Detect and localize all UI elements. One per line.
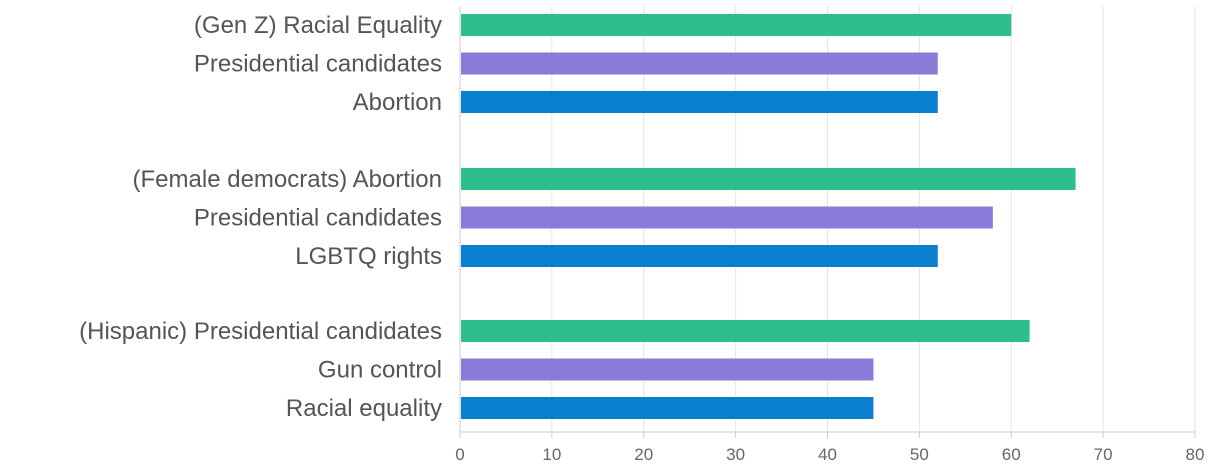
x-tick-label: 50: [910, 445, 929, 464]
x-tick-label: 10: [542, 445, 561, 464]
category-label: Abortion: [353, 89, 442, 116]
category-label: (Gen Z) Racial Equality: [194, 12, 442, 39]
category-label: Presidential candidates: [194, 205, 442, 232]
x-tick-label: 80: [1186, 445, 1205, 464]
category-labels: (Gen Z) Racial Equality Presidential cand…: [79, 12, 442, 422]
bar: [461, 320, 1030, 342]
x-axis-ticks: 0 10 20 30 40 50 60 70 80: [455, 431, 1205, 464]
category-label: LGBTQ rights: [295, 243, 442, 270]
x-tick-label: 70: [1094, 445, 1113, 464]
category-label: (Female democrats) Abortion: [133, 166, 442, 193]
bar: [461, 397, 874, 419]
x-tick-label: 0: [455, 445, 464, 464]
x-tick-label: 60: [1002, 445, 1021, 464]
bar: [461, 358, 874, 381]
bar: [461, 168, 1076, 190]
bar: [461, 206, 993, 229]
category-label: (Hispanic) Presidential candidates: [79, 318, 442, 345]
bar: [461, 245, 938, 267]
bar: [461, 91, 938, 113]
x-tick-label: 40: [818, 445, 837, 464]
bar: [461, 14, 1012, 36]
x-tick-label: 30: [726, 445, 745, 464]
x-tick-label: 20: [634, 445, 653, 464]
bar: [461, 52, 938, 75]
bars: [461, 14, 1076, 419]
category-label: Presidential candidates: [194, 51, 442, 78]
category-label: Racial equality: [286, 395, 442, 422]
category-label: Gun control: [318, 357, 442, 384]
